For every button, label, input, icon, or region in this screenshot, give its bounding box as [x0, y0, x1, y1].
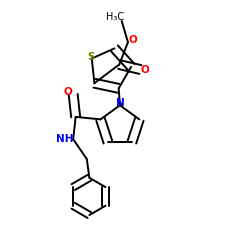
Text: O: O: [140, 64, 149, 74]
Text: S: S: [87, 52, 94, 62]
Text: N: N: [116, 98, 124, 108]
Text: O: O: [128, 35, 137, 45]
Text: O: O: [64, 87, 72, 97]
Text: NH: NH: [56, 134, 73, 144]
Text: H₃C: H₃C: [106, 12, 124, 22]
